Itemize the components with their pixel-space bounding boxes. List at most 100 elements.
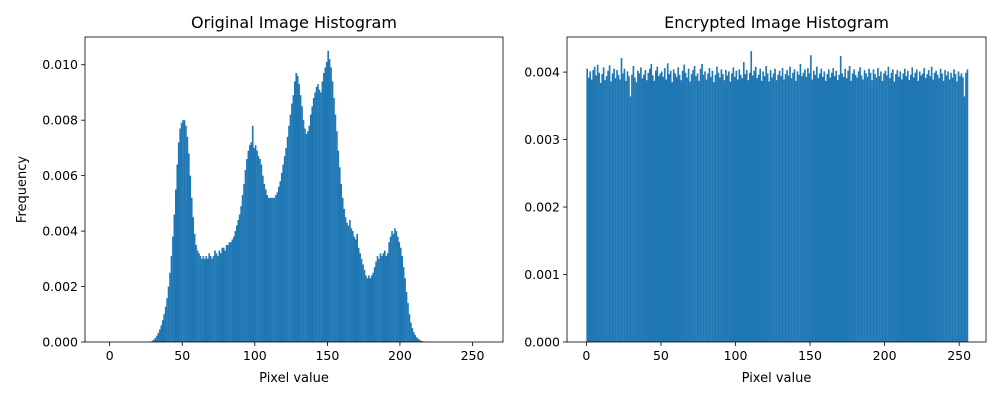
original-histogram-bar — [153, 339, 155, 342]
encrypted-histogram-bar — [821, 76, 824, 342]
encrypted-histogram-bar — [593, 66, 596, 343]
original-histogram-bar — [190, 197, 193, 342]
encrypted-histogram-bar — [665, 79, 668, 343]
original-histogram-xtick-label: 150 — [315, 348, 339, 363]
encrypted-histogram-bar — [811, 79, 814, 343]
encrypted-histogram-bar — [659, 73, 662, 342]
encrypted-histogram-bar — [824, 80, 827, 342]
encrypted-histogram-bar — [935, 70, 937, 342]
encrypted-histogram-bar — [827, 69, 830, 343]
encrypted-histogram-bar — [741, 78, 744, 343]
original-histogram-bar — [324, 67, 327, 342]
encrypted-histogram-bar — [895, 74, 897, 343]
encrypted-histogram-bar — [823, 71, 826, 342]
original-histogram-bar — [263, 183, 266, 342]
original-histogram-bar — [365, 275, 367, 342]
encrypted-histogram-bar — [917, 80, 920, 342]
encrypted-histogram-bar — [660, 71, 663, 342]
encrypted-histogram-xlabel: Pixel value — [742, 371, 812, 386]
original-histogram-bar — [246, 159, 248, 342]
encrypted-histogram-bar — [847, 70, 849, 342]
encrypted-histogram-bar — [893, 81, 896, 342]
encrypted-histogram-bar — [617, 74, 620, 343]
original-histogram-bar — [244, 170, 247, 342]
original-histogram-bar — [372, 272, 374, 342]
encrypted-histogram-bar — [599, 82, 602, 343]
encrypted-histogram-bar — [945, 75, 948, 342]
encrypted-histogram-bar — [687, 68, 690, 342]
original-histogram-bar — [341, 197, 344, 342]
encrypted-histogram-bar — [650, 63, 653, 342]
encrypted-histogram-ytick-label: 0.001 — [524, 267, 560, 282]
encrypted-histogram-bar — [875, 77, 878, 342]
encrypted-histogram-bar — [747, 80, 750, 342]
encrypted-histogram-bar — [863, 70, 866, 343]
original-histogram-bar — [221, 247, 224, 342]
original-histogram-bar — [353, 236, 356, 342]
original-histogram-bar — [389, 236, 392, 342]
original-histogram-xtick-label: 0 — [106, 348, 114, 363]
original-histogram-bar — [414, 335, 417, 342]
original-histogram-bar — [394, 228, 396, 342]
original-histogram-bar — [169, 272, 171, 342]
encrypted-histogram-bar — [892, 69, 894, 343]
encrypted-histogram-ytick-label: 0.002 — [524, 200, 560, 215]
original-histogram-bar — [397, 236, 399, 342]
original-histogram-bar — [395, 231, 398, 342]
encrypted-histogram-ytick-label: 0.000 — [524, 335, 560, 350]
encrypted-histogram-bar — [641, 78, 644, 343]
original-histogram-bar — [328, 59, 331, 342]
original-histogram-bar — [301, 106, 303, 343]
encrypted-histogram-bar — [626, 71, 629, 342]
encrypted-histogram-bar — [666, 63, 669, 342]
encrypted-histogram-bar — [653, 80, 656, 342]
original-histogram-bar — [312, 98, 315, 342]
encrypted-histogram-bar — [707, 73, 709, 342]
original-histogram-bar — [212, 256, 215, 342]
encrypted-histogram-bar — [954, 74, 957, 343]
original-histogram-bar — [417, 338, 419, 342]
original-histogram-bar — [243, 183, 245, 342]
original-histogram-bar — [279, 181, 282, 342]
encrypted-histogram-bar — [748, 72, 751, 342]
encrypted-histogram-bar — [845, 78, 848, 343]
encrypted-histogram-bar — [818, 73, 821, 342]
encrypted-histogram-xtick-label: 150 — [798, 348, 822, 363]
encrypted-histogram-bar — [711, 70, 714, 342]
original-histogram-bar — [205, 256, 208, 342]
encrypted-histogram-bar — [598, 72, 600, 342]
original-histogram-bar — [292, 95, 295, 343]
encrypted-histogram-bar — [772, 73, 775, 342]
encrypted-histogram-bar — [608, 65, 611, 343]
encrypted-histogram-xtick-label: 200 — [873, 348, 897, 363]
original-histogram-bar — [225, 244, 228, 342]
original-histogram-bar — [283, 156, 286, 342]
encrypted-histogram-xtick-label: 50 — [653, 348, 669, 363]
encrypted-histogram-bar — [868, 68, 870, 342]
original-histogram-bar — [209, 256, 212, 342]
encrypted-histogram-bar — [684, 72, 687, 342]
encrypted-histogram-bar — [771, 77, 773, 342]
original-histogram-bar — [418, 339, 421, 342]
encrypted-histogram-bar — [799, 63, 802, 342]
encrypted-histogram-bar — [906, 70, 909, 342]
original-histogram-bar — [266, 195, 269, 342]
encrypted-histogram-bar — [738, 69, 741, 343]
encrypted-histogram-bar — [887, 66, 890, 343]
original-histogram-bar — [333, 98, 335, 342]
encrypted-histogram-bar — [777, 74, 779, 343]
encrypted-histogram-y-axis: 0.000 0.001 0.002 0.003 0.004 — [524, 65, 567, 350]
original-histogram-bar — [344, 217, 347, 342]
encrypted-histogram-bar — [704, 71, 706, 342]
original-histogram-bar — [383, 250, 386, 342]
original-histogram-bar — [170, 256, 173, 342]
encrypted-histogram-bar — [668, 74, 671, 343]
encrypted-histogram-bar — [901, 79, 903, 343]
original-histogram-bar — [219, 253, 222, 342]
encrypted-histogram-bar — [628, 76, 630, 342]
encrypted-histogram-bar — [877, 68, 879, 342]
encrypted-histogram-bar — [677, 67, 679, 342]
encrypted-histogram-bar — [662, 76, 665, 342]
encrypted-histogram-x-axis: 0 50 100 150 200 250 — [582, 342, 971, 363]
encrypted-histogram-bar — [805, 76, 808, 342]
